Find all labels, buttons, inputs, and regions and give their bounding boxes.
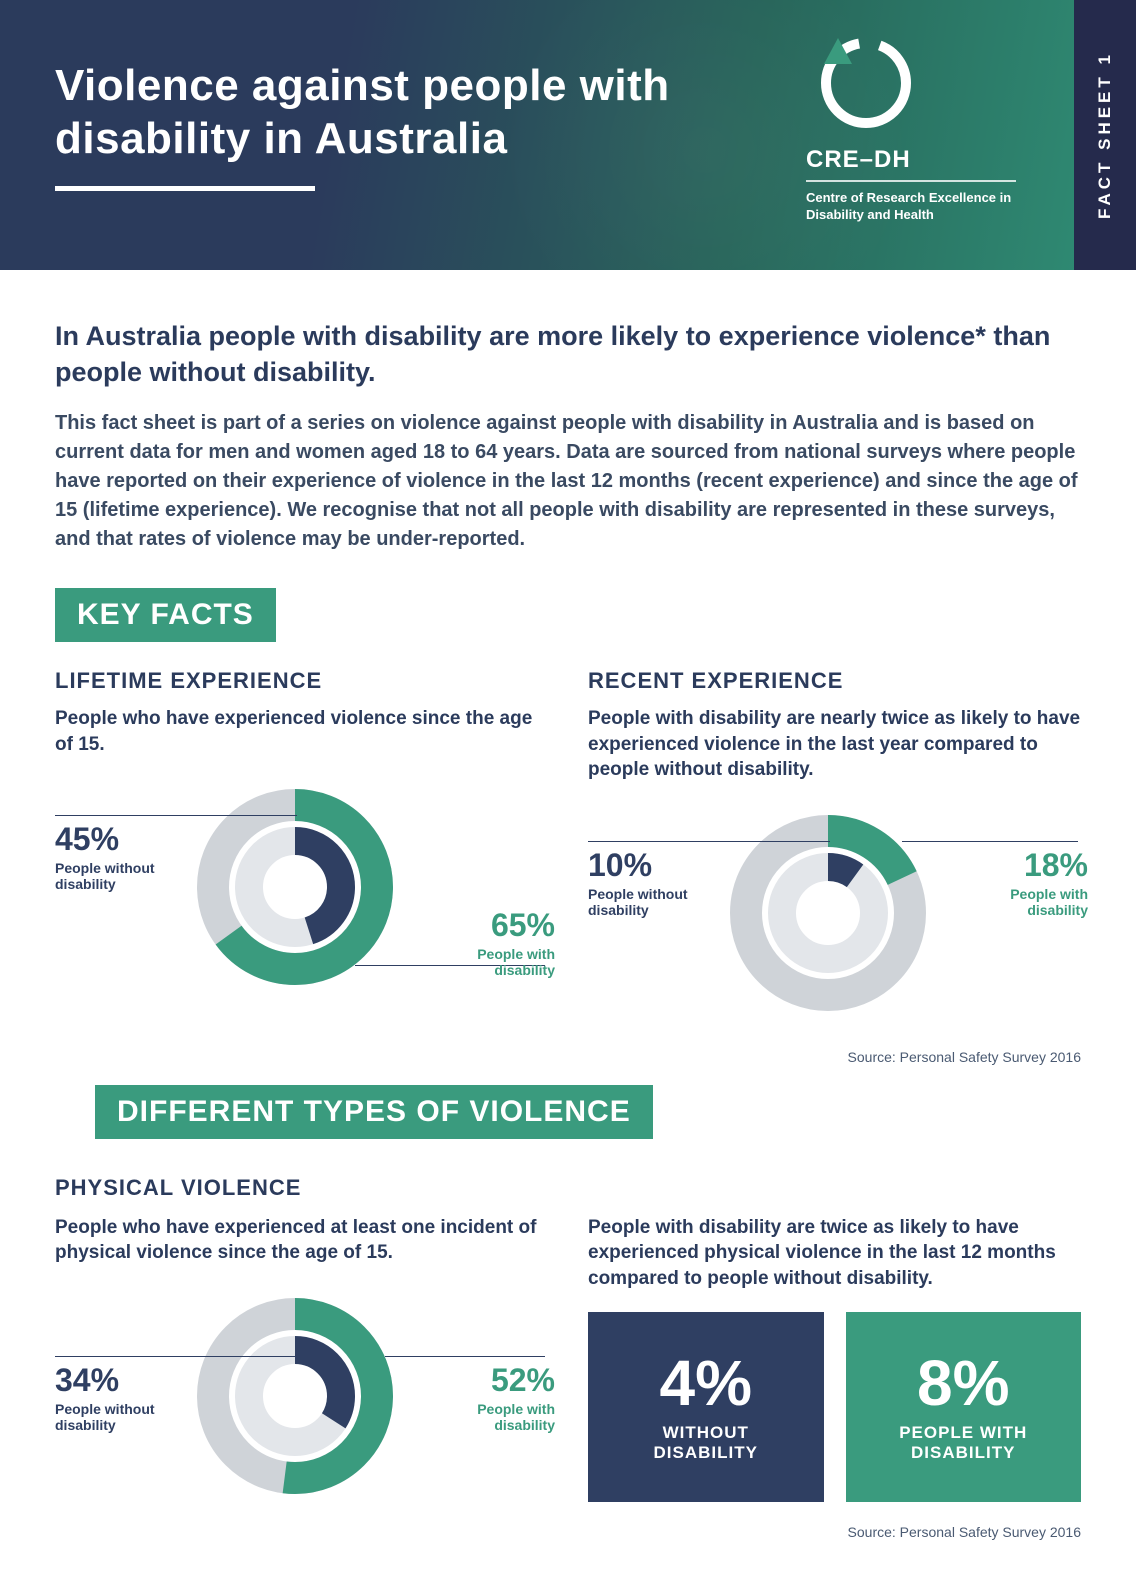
recent-with-label: People with disability (988, 886, 1088, 918)
physical-without-stat: 34% People without disability (55, 1362, 165, 1433)
recent-col: RECENT EXPERIENCE People with disability… (588, 668, 1081, 1065)
stat-box-without: 4% WITHOUT DISABILITY (588, 1312, 824, 1502)
leader-line (902, 841, 1078, 842)
physical-without-pct: 34% (55, 1362, 165, 1399)
box-without-pct: 4% (660, 1351, 753, 1415)
key-facts-row: LIFETIME EXPERIENCE People who have expe… (55, 668, 1081, 1065)
types-tag: DIFFERENT TYPES OF VIOLENCE (95, 1085, 653, 1139)
box-with-label: PEOPLE WITH DISABILITY (899, 1423, 1027, 1463)
recent-desc: People with disability are nearly twice … (588, 706, 1081, 783)
physical-source: Source: Personal Safety Survey 2016 (588, 1524, 1081, 1540)
recent-donut (718, 803, 938, 1023)
physical-donut (185, 1286, 405, 1506)
stat-boxes: 4% WITHOUT DISABILITY 8% PEOPLE WITH DIS… (588, 1312, 1081, 1502)
logo-block: CRE–DH Centre of Research Excellence in … (806, 28, 1016, 224)
leader-line (55, 815, 297, 816)
lifetime-chart: 45% People without disability 65% People… (55, 777, 548, 1017)
recent-without-stat: 10% People without disability (588, 847, 698, 918)
physical-row: People who have experienced at least one… (55, 1215, 1081, 1540)
recent-without-label: People without disability (588, 886, 698, 918)
physical-subhead: PHYSICAL VIOLENCE (55, 1175, 1081, 1201)
physical-col2-desc: People with disability are twice as like… (588, 1215, 1081, 1292)
title-rule (55, 186, 315, 191)
recent-with-pct: 18% (988, 847, 1088, 884)
leader-line (588, 841, 830, 842)
recent-subhead: RECENT EXPERIENCE (588, 668, 1081, 694)
title-block: Violence against people with disability … (55, 60, 695, 191)
leader-line (385, 1356, 545, 1357)
lifetime-with-pct: 65% (455, 907, 555, 944)
recent-chart: 10% People without disability 18% People… (588, 803, 1081, 1043)
logo-subtitle: Centre of Research Excellence in Disabil… (806, 190, 1016, 224)
logo-icon (806, 28, 916, 138)
physical-chart: 34% People without disability 52% People… (55, 1286, 548, 1516)
lifetime-subhead: LIFETIME EXPERIENCE (55, 668, 548, 694)
header: FACT SHEET 1 Violence against people wit… (0, 0, 1136, 270)
physical-with-label: People with disability (455, 1401, 555, 1433)
logo-brand: CRE–DH (806, 146, 1016, 182)
physical-col1: People who have experienced at least one… (55, 1215, 548, 1540)
lifetime-without-stat: 45% People without disability (55, 821, 165, 892)
physical-without-label: People without disability (55, 1401, 165, 1433)
recent-with-stat: 18% People with disability (988, 847, 1088, 918)
stat-box-with: 8% PEOPLE WITH DISABILITY (846, 1312, 1082, 1502)
content: In Australia people with disability are … (0, 270, 1136, 1590)
lifetime-with-stat: 65% People with disability (455, 907, 555, 978)
lifetime-without-label: People without disability (55, 860, 165, 892)
physical-with-pct: 52% (455, 1362, 555, 1399)
lifetime-with-label: People with disability (455, 946, 555, 978)
intro-text: This fact sheet is part of a series on v… (55, 409, 1081, 554)
leader-line (55, 1356, 297, 1357)
lifetime-without-pct: 45% (55, 821, 165, 858)
lifetime-col: LIFETIME EXPERIENCE People who have expe… (55, 668, 548, 1065)
page-title: Violence against people with disability … (55, 60, 695, 166)
physical-with-stat: 52% People with disability (455, 1362, 555, 1433)
lifetime-donut (185, 777, 405, 997)
box-with-pct: 8% (917, 1351, 1010, 1415)
lifetime-desc: People who have experienced violence sin… (55, 706, 548, 757)
lede-text: In Australia people with disability are … (55, 318, 1081, 391)
recent-source: Source: Personal Safety Survey 2016 (588, 1049, 1081, 1065)
box-without-label: WITHOUT DISABILITY (654, 1423, 758, 1463)
physical-col1-desc: People who have experienced at least one… (55, 1215, 548, 1266)
recent-without-pct: 10% (588, 847, 698, 884)
physical-col2: People with disability are twice as like… (588, 1215, 1081, 1540)
fact-sheet-label: FACT SHEET 1 (1074, 0, 1136, 270)
key-facts-tag: KEY FACTS (55, 588, 276, 642)
